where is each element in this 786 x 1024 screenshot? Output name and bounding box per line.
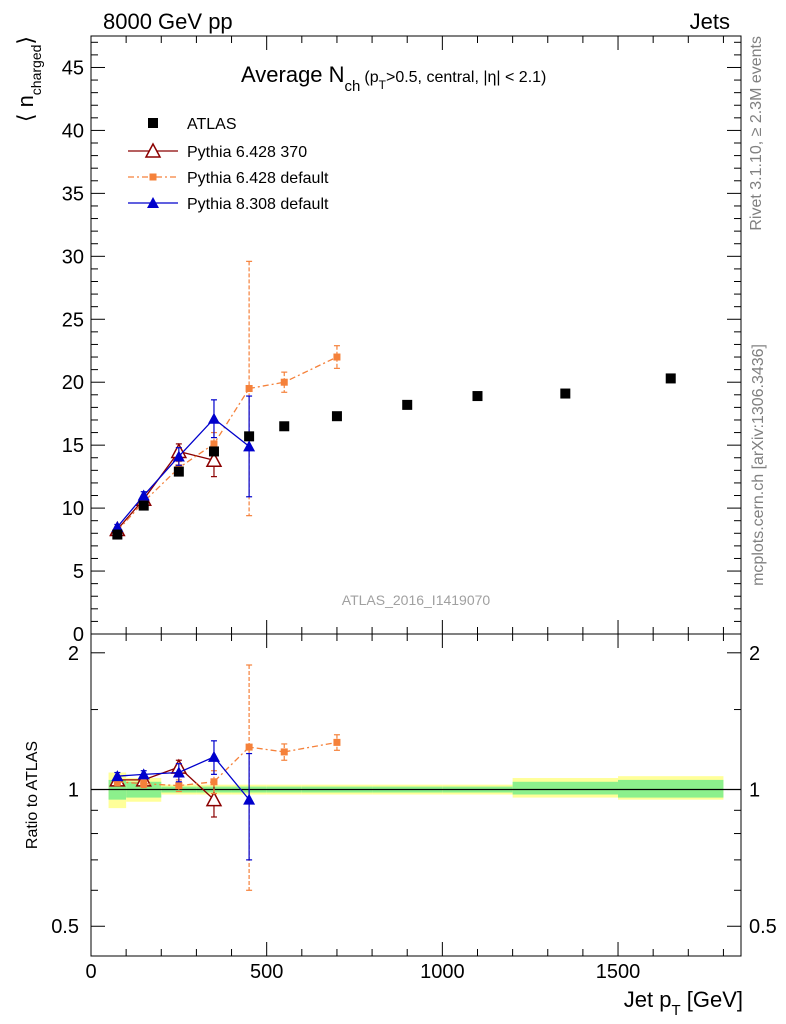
y-tick-label: 45 bbox=[62, 57, 84, 79]
analysis-watermark: ATLAS_2016_I1419070 bbox=[342, 592, 491, 608]
main-point-pythia6-370 bbox=[205, 451, 223, 468]
atlas-data-point bbox=[173, 466, 184, 477]
ratio-point-pythia8-default bbox=[243, 793, 256, 805]
title-rest-b: >0.5, central, |η| < 2.1) bbox=[386, 69, 546, 86]
ylabel-close: ⟩ bbox=[13, 36, 38, 45]
legend-label-atlas: ATLAS bbox=[187, 116, 237, 133]
y-tick-label: 5 bbox=[73, 561, 84, 583]
ratio-point-pythia8-default bbox=[111, 770, 124, 782]
ratio-y-tick-label: 2 bbox=[68, 643, 79, 665]
main-point-pythia8-default bbox=[111, 520, 124, 532]
legend-entry-pythia6-default: Pythia 6.428 default bbox=[128, 170, 329, 187]
title-rest-a: (p bbox=[364, 69, 378, 86]
main-line-pythia6-370 bbox=[116, 450, 215, 530]
main-ylabel: ⟨ ncharged⟩ bbox=[13, 36, 44, 122]
x-tick-label: 0 bbox=[85, 961, 96, 983]
ratio-point-pythia6-default bbox=[175, 782, 183, 790]
atlas-data-point bbox=[560, 388, 571, 399]
legend: ATLAS Pythia 6.428 370 Pythia 6.428 defa… bbox=[128, 116, 329, 213]
ratio-y-tick-label-right: 0.5 bbox=[749, 916, 777, 938]
main-point-pythia6-default bbox=[245, 385, 253, 393]
y-tick-label: 25 bbox=[62, 309, 84, 331]
y-tick-label: 15 bbox=[62, 435, 84, 457]
legend-marker-pythia6-default bbox=[149, 173, 157, 181]
xlabel-main: Jet p bbox=[624, 987, 672, 1012]
ratio-point-pythia6-default bbox=[280, 748, 288, 756]
energy-label: 8000 GeV pp bbox=[103, 9, 233, 34]
ratio-y-tick-label-right: 2 bbox=[749, 643, 760, 665]
legend-label-pythia6-default: Pythia 6.428 default bbox=[187, 170, 329, 187]
ratio-y-tick-label: 0.5 bbox=[51, 916, 79, 938]
ratio-data-layer bbox=[109, 664, 341, 891]
xlabel-sub: T bbox=[671, 1002, 680, 1019]
y-tick-label: 20 bbox=[62, 372, 84, 394]
legend-label-pythia8-default: Pythia 8.308 default bbox=[187, 196, 329, 213]
main-panel: 0 5 10 15 20 25 30 35 40 45 Average Nch(pT>0.5, c… bbox=[13, 35, 742, 646]
plot-title: Average Nch(pT>0.5, central, |η| < 2.1) bbox=[241, 62, 546, 95]
atlas-data-point bbox=[472, 391, 483, 402]
main-point-pythia6-default bbox=[210, 440, 218, 448]
title-main: Average N bbox=[241, 62, 345, 87]
title-rest-sub: T bbox=[379, 78, 387, 92]
x-tick-label: 500 bbox=[250, 961, 283, 983]
main-axes: 0 5 10 15 20 25 30 35 40 45 bbox=[62, 36, 741, 646]
atlas-data-point bbox=[402, 399, 413, 410]
atlas-data-point bbox=[112, 529, 123, 540]
ratio-point-pythia8-default bbox=[207, 750, 220, 762]
atlas-data-point bbox=[244, 431, 255, 442]
process-label: Jets bbox=[690, 9, 730, 34]
main-point-pythia8-default bbox=[207, 412, 220, 424]
ratio-ylabel: Ratio to ATLAS bbox=[24, 741, 41, 849]
ratio-point-pythia6-default bbox=[113, 778, 121, 786]
uncertainty-band-inner bbox=[618, 779, 724, 798]
ratio-axes: 0 500 1000 1500 0.5 0.5 1 1 2 2 bbox=[51, 634, 777, 983]
y-tick-label: 30 bbox=[62, 246, 84, 268]
ratio-point-pythia6-default bbox=[140, 780, 148, 788]
atlas-data-point bbox=[331, 411, 342, 422]
ratio-panel: 0 500 1000 1500 0.5 0.5 1 1 2 2 Ratio to ATLAS Je… bbox=[24, 633, 777, 1019]
main-point-pythia6-default bbox=[333, 353, 341, 361]
legend-marker-pythia8-default bbox=[147, 197, 159, 208]
ratio-point-pythia6-default bbox=[210, 778, 218, 786]
legend-entry-atlas: ATLAS bbox=[148, 116, 237, 133]
ratio-y-tick-label: 1 bbox=[68, 780, 79, 802]
x-tick-label: 1500 bbox=[596, 961, 641, 983]
ylabel-main: ⟨ n bbox=[13, 95, 38, 122]
y-tick-label: 40 bbox=[62, 120, 84, 142]
ratio-frame bbox=[90, 633, 742, 957]
ratio-point-pythia6-370 bbox=[205, 791, 223, 807]
main-data-layer bbox=[109, 260, 676, 540]
rivet-label: Rivet 3.1.10, ≥ 2.3M events bbox=[748, 36, 765, 231]
x-tick-label: 1000 bbox=[420, 961, 465, 983]
legend-label-pythia6-370: Pythia 6.428 370 bbox=[187, 144, 307, 161]
ratio-y-tick-label-right: 1 bbox=[749, 780, 760, 802]
atlas-data-point bbox=[279, 421, 290, 432]
uncertainty-band-inner bbox=[512, 781, 619, 795]
y-tick-label: 35 bbox=[62, 183, 84, 205]
y-tick-label: 10 bbox=[62, 498, 84, 520]
atlas-data-point bbox=[665, 373, 676, 384]
main-point-pythia6-default bbox=[280, 378, 288, 386]
ratio-point-pythia6-default bbox=[333, 738, 341, 746]
main-point-pythia8-default bbox=[172, 450, 185, 462]
main-point-pythia8-default bbox=[243, 440, 256, 452]
title-sub: ch bbox=[345, 78, 361, 95]
main-point-pythia8-default bbox=[137, 489, 150, 501]
legend-entry-pythia6-370: Pythia 6.428 370 bbox=[128, 142, 307, 161]
y-tick-label: 0 bbox=[73, 624, 84, 646]
legend-entry-pythia8-default: Pythia 8.308 default bbox=[128, 196, 329, 213]
atlas-data-point bbox=[138, 500, 149, 511]
legend-marker-atlas bbox=[148, 118, 158, 128]
x-axis-label: Jet pT [GeV] bbox=[624, 987, 743, 1019]
ylabel-sub: charged bbox=[28, 45, 44, 96]
ratio-point-pythia6-default bbox=[245, 743, 253, 751]
ratio-point-pythia8-default bbox=[172, 766, 185, 778]
ratio-point-pythia8-default bbox=[137, 768, 150, 780]
xlabel-rest: [GeV] bbox=[681, 987, 743, 1012]
mcplots-label: mcplots.cern.ch [arXiv:1306.3436] bbox=[750, 344, 767, 586]
atlas-data-point bbox=[208, 446, 219, 457]
legend-marker-pythia6-370 bbox=[144, 142, 162, 158]
